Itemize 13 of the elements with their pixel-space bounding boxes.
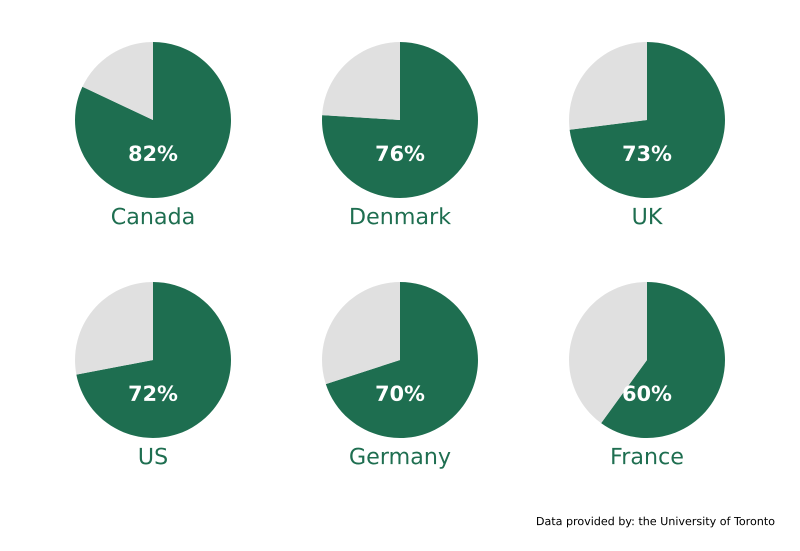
data-label: 60% — [623, 385, 672, 402]
data-label: 82% — [129, 145, 178, 162]
text: Denmark — [351, 207, 452, 224]
data-label: 76% — [376, 145, 424, 162]
text: US — [140, 448, 167, 464]
text: Data provided by: the University of Toronto — [537, 516, 774, 528]
data-label: 73% — [623, 145, 672, 162]
text: Germany — [350, 448, 450, 469]
data-label: 70% — [376, 385, 424, 402]
text: Canada — [112, 207, 194, 224]
text: France — [612, 448, 683, 464]
text: UK — [634, 208, 663, 224]
data-label: 72% — [129, 385, 178, 402]
